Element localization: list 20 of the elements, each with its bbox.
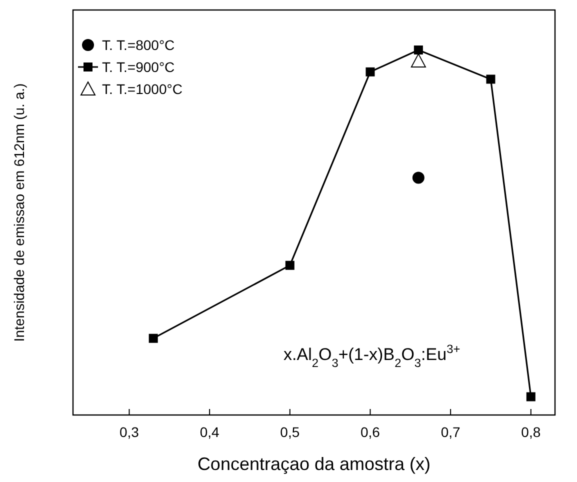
legend-label: T. T.=800°C: [102, 37, 175, 53]
y-axis-title: Intensidade de emissao em 612nm (u. a.): [11, 83, 27, 342]
point: [412, 172, 424, 184]
point: [285, 260, 294, 270]
x-tick-label: 0,6: [360, 424, 380, 440]
point: [526, 392, 536, 402]
x-axis-title: Concentraçao da amostra (x): [197, 454, 431, 474]
point: [410, 53, 426, 68]
legend-label: T. T.=900°C: [102, 59, 175, 75]
x-tick-label: 0,4: [200, 424, 220, 440]
point: [148, 334, 158, 343]
x-tick-label: 0,5: [280, 424, 300, 440]
legend-label: T. T.=1000°C: [102, 81, 182, 97]
point: [366, 67, 375, 76]
x-tick-label: 0,7: [440, 424, 461, 440]
x-tick-label: 0,8: [521, 424, 541, 440]
point: [486, 74, 496, 84]
point: [414, 46, 423, 54]
x-tick-label: 0,3: [120, 424, 140, 440]
text: x.Al$_{2}$O$_{3}$+(1-x)B$_{2}$O$_{3}$:Eu$^{3+}$: [284, 342, 460, 370]
